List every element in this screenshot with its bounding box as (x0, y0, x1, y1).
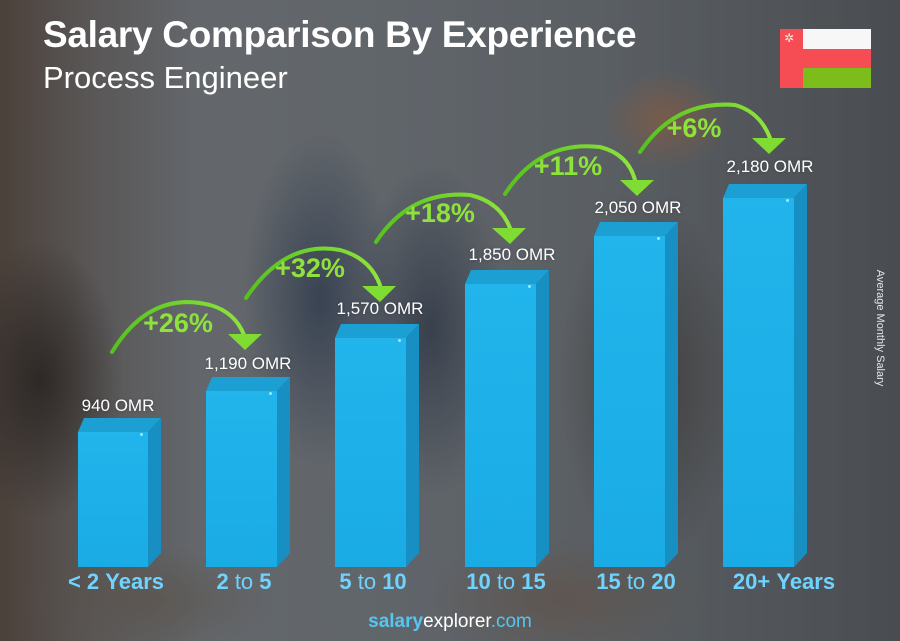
bar-glint (657, 237, 660, 240)
category-label-6: 20+ Years (733, 569, 835, 595)
bar-top (594, 222, 678, 236)
category-lead: 20+ (732, 569, 771, 594)
category-label-3: 5 to 10 (339, 569, 406, 595)
category-mid: to (357, 569, 377, 594)
category-mid: to (626, 569, 646, 594)
category-mid: to (496, 569, 516, 594)
value-label-1: 940 OMR (81, 396, 155, 415)
bar-glint (269, 392, 272, 395)
bar-side (148, 418, 161, 567)
arc-4 (503, 144, 637, 196)
bar-side (277, 377, 290, 567)
bar-side (406, 324, 419, 567)
category-label-2: 2 to 5 (216, 569, 271, 595)
chart-subtitle: Process Engineer (43, 60, 288, 95)
category-mid: to (234, 569, 254, 594)
increase-label-1: +26% (143, 308, 213, 338)
value-label-4: 1,850 OMR (468, 245, 556, 264)
bar-front (723, 198, 794, 567)
category-lead: < 2 (67, 569, 100, 594)
bar-top (206, 377, 290, 391)
bar-glint (528, 285, 531, 288)
bar-lt2-years (78, 418, 161, 567)
flag-red-stripe (803, 49, 871, 68)
arc-5 (638, 102, 772, 154)
flag-emblem-icon: ✲ (784, 31, 795, 45)
category-lead: 5 (339, 569, 352, 594)
category-lead: 15 (596, 569, 621, 594)
value-label-2: 1,190 OMR (204, 354, 292, 373)
category-tail: Years (105, 569, 165, 594)
value-label-3: 1,570 OMR (336, 299, 424, 318)
bar-top (465, 270, 549, 284)
flag-green-band (803, 68, 871, 88)
arrowhead-2 (362, 286, 396, 302)
bar-side (794, 184, 807, 567)
bar-10-to-15 (465, 270, 549, 567)
increase-label-3: +18% (405, 198, 475, 228)
bar-top (335, 324, 419, 338)
increase-label-2: +32% (275, 253, 345, 283)
chart-title: Salary Comparison By Experience (43, 14, 637, 55)
bar-glint (786, 199, 789, 202)
arc-2 (244, 246, 382, 300)
increase-label-5: +6% (666, 113, 722, 143)
arrowhead-5 (752, 138, 786, 154)
bar-front (465, 284, 536, 567)
category-lead: 10 (466, 569, 491, 594)
bar-front (335, 338, 406, 567)
bar-top (78, 418, 161, 432)
bar-glint (398, 339, 401, 342)
bar-top (723, 184, 807, 198)
category-tail: 5 (259, 569, 272, 594)
category-tail: 20 (651, 569, 676, 594)
value-label-6: 2,180 OMR (726, 157, 814, 176)
arrowhead-1 (228, 334, 262, 350)
flag-red-band (780, 29, 803, 88)
arrowhead-4 (620, 180, 654, 196)
bar-2-to-5 (206, 377, 290, 567)
arc-3 (374, 192, 512, 244)
bar-front (594, 236, 665, 567)
category-lead: 2 (216, 569, 229, 594)
bar-5-to-10 (335, 324, 419, 567)
arrowhead-3 (492, 228, 526, 244)
oman-flag-icon: ✲ (780, 29, 871, 88)
site-watermark: salaryexplorer.com (368, 611, 532, 633)
watermark-salary: salary (368, 611, 424, 632)
bar-side (536, 270, 549, 567)
bar-glint (140, 433, 143, 436)
category-label-1: < 2 Years (68, 569, 164, 595)
category-tail: Years (776, 569, 836, 594)
watermark-explorer: explorer (423, 611, 491, 632)
bar-front (78, 432, 148, 567)
arc-1 (110, 300, 246, 354)
category-tail: 15 (521, 569, 546, 594)
bar-20plus-years (723, 184, 807, 567)
bar-15-to-20 (594, 222, 678, 567)
bar-front (206, 391, 277, 567)
bar-side (665, 222, 678, 567)
category-tail: 10 (382, 569, 407, 594)
watermark-domain: .com (490, 611, 532, 632)
increase-label-4: +11% (533, 151, 603, 181)
value-label-5: 2,050 OMR (594, 198, 682, 217)
flag-white-band (803, 29, 871, 49)
category-label-4: 10 to 15 (466, 569, 546, 595)
category-label-5: 15 to 20 (596, 569, 676, 595)
